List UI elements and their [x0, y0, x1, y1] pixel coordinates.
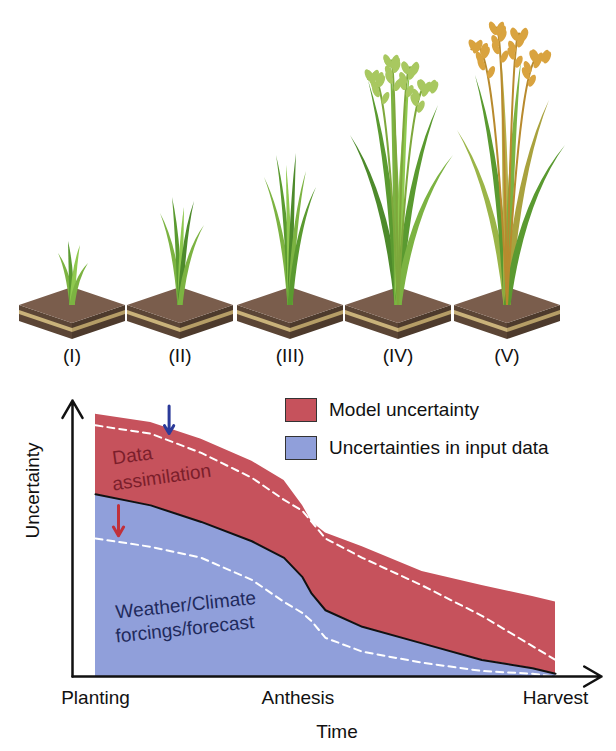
svg-text:Time: Time: [316, 721, 358, 742]
svg-text:(III): (III): [276, 345, 305, 366]
svg-text:Uncertainty: Uncertainty: [22, 442, 43, 539]
svg-text:forcings/forecast: forcings/forecast: [114, 611, 256, 647]
svg-text:assimilation: assimilation: [111, 460, 212, 495]
html-text:Model uncertainty: Model uncertainty: [329, 399, 479, 420]
html-text:Uncertainties in input data: Uncertainties in input data: [329, 437, 549, 458]
svg-text:(I): (I): [63, 345, 81, 366]
svg-text:(V): (V): [494, 345, 519, 366]
svg-text:Harvest: Harvest: [523, 687, 589, 708]
svg-text:Anthesis: Anthesis: [261, 687, 334, 708]
svg-text:Planting: Planting: [61, 687, 130, 708]
svg-text:(IV): (IV): [383, 345, 414, 366]
svg-text:Weather/Climate: Weather/Climate: [114, 586, 257, 623]
svg-text:Data: Data: [111, 442, 154, 468]
svg-text:(II): (II): [168, 345, 191, 366]
